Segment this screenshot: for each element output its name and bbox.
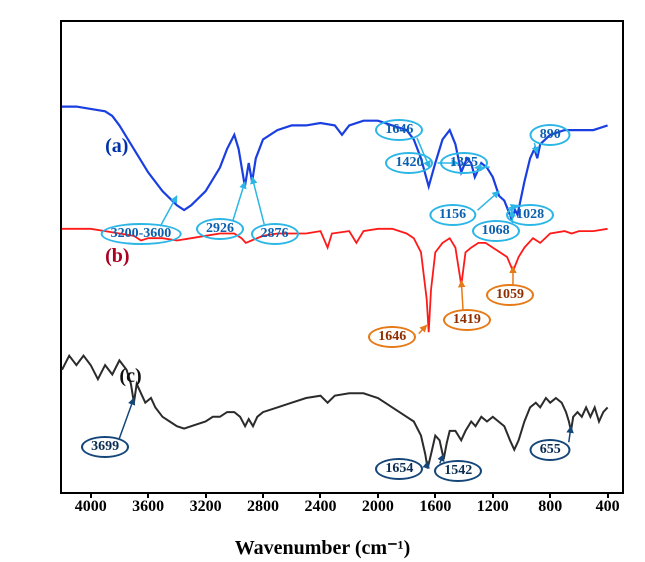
peak-annotation: 1068 — [472, 220, 520, 242]
peak-annotation: 1325 — [440, 152, 488, 174]
peak-annotation: 1646 — [375, 119, 423, 141]
x-tick-label: 2800 — [247, 498, 279, 516]
x-tick-label: 800 — [538, 498, 562, 516]
x-tick-label: 2400 — [304, 498, 336, 516]
peak-annotation: 655 — [530, 439, 571, 461]
x-tick-label: 400 — [596, 498, 620, 516]
annotation-arrow — [461, 281, 463, 311]
x-tick-label: 1600 — [419, 498, 451, 516]
x-tick-label: 2000 — [362, 498, 394, 516]
x-tick-label: 4000 — [75, 498, 107, 516]
series-label-a: (a) — [105, 135, 128, 158]
plot-area: 40003600320028002400200016001200800400(a… — [60, 20, 624, 494]
peak-annotation: 3699 — [81, 436, 129, 458]
peak-annotation: 1028 — [506, 204, 554, 226]
x-tick-label: 3600 — [132, 498, 164, 516]
annotation-arrow — [233, 182, 245, 220]
peak-annotation: 3200-3600 — [101, 223, 182, 245]
peak-annotation: 1646 — [368, 326, 416, 348]
peak-annotation: 2926 — [196, 218, 244, 240]
peak-annotation: 1059 — [486, 284, 534, 306]
x-tick-label: 1200 — [477, 498, 509, 516]
annotation-arrow — [119, 398, 134, 439]
peak-annotation: 1156 — [429, 204, 476, 226]
annotation-arrow — [478, 191, 500, 210]
annotation-arrow — [419, 325, 427, 334]
peak-annotation: 1542 — [434, 460, 482, 482]
spectrum-c — [62, 356, 608, 469]
annotation-arrow — [160, 196, 177, 226]
spectrum-svg — [62, 22, 622, 492]
spectrum-a — [62, 107, 608, 220]
peak-annotation: 890 — [530, 124, 571, 146]
x-tick-label: 3200 — [190, 498, 222, 516]
series-label-c: (c) — [119, 365, 141, 388]
peak-annotation: 1419 — [443, 309, 491, 331]
annotation-arrow — [252, 177, 264, 224]
peak-annotation: 1420 — [385, 152, 433, 174]
ftir-chart: Transmittance (%) 4000360032002800240020… — [0, 0, 645, 562]
peak-annotation: 1654 — [375, 458, 423, 480]
series-label-b: (b) — [105, 245, 129, 268]
peak-annotation: 2876 — [251, 223, 299, 245]
annotation-arrow — [427, 461, 428, 466]
x-axis-label: Wavenumber (cm⁻¹) — [235, 535, 411, 560]
